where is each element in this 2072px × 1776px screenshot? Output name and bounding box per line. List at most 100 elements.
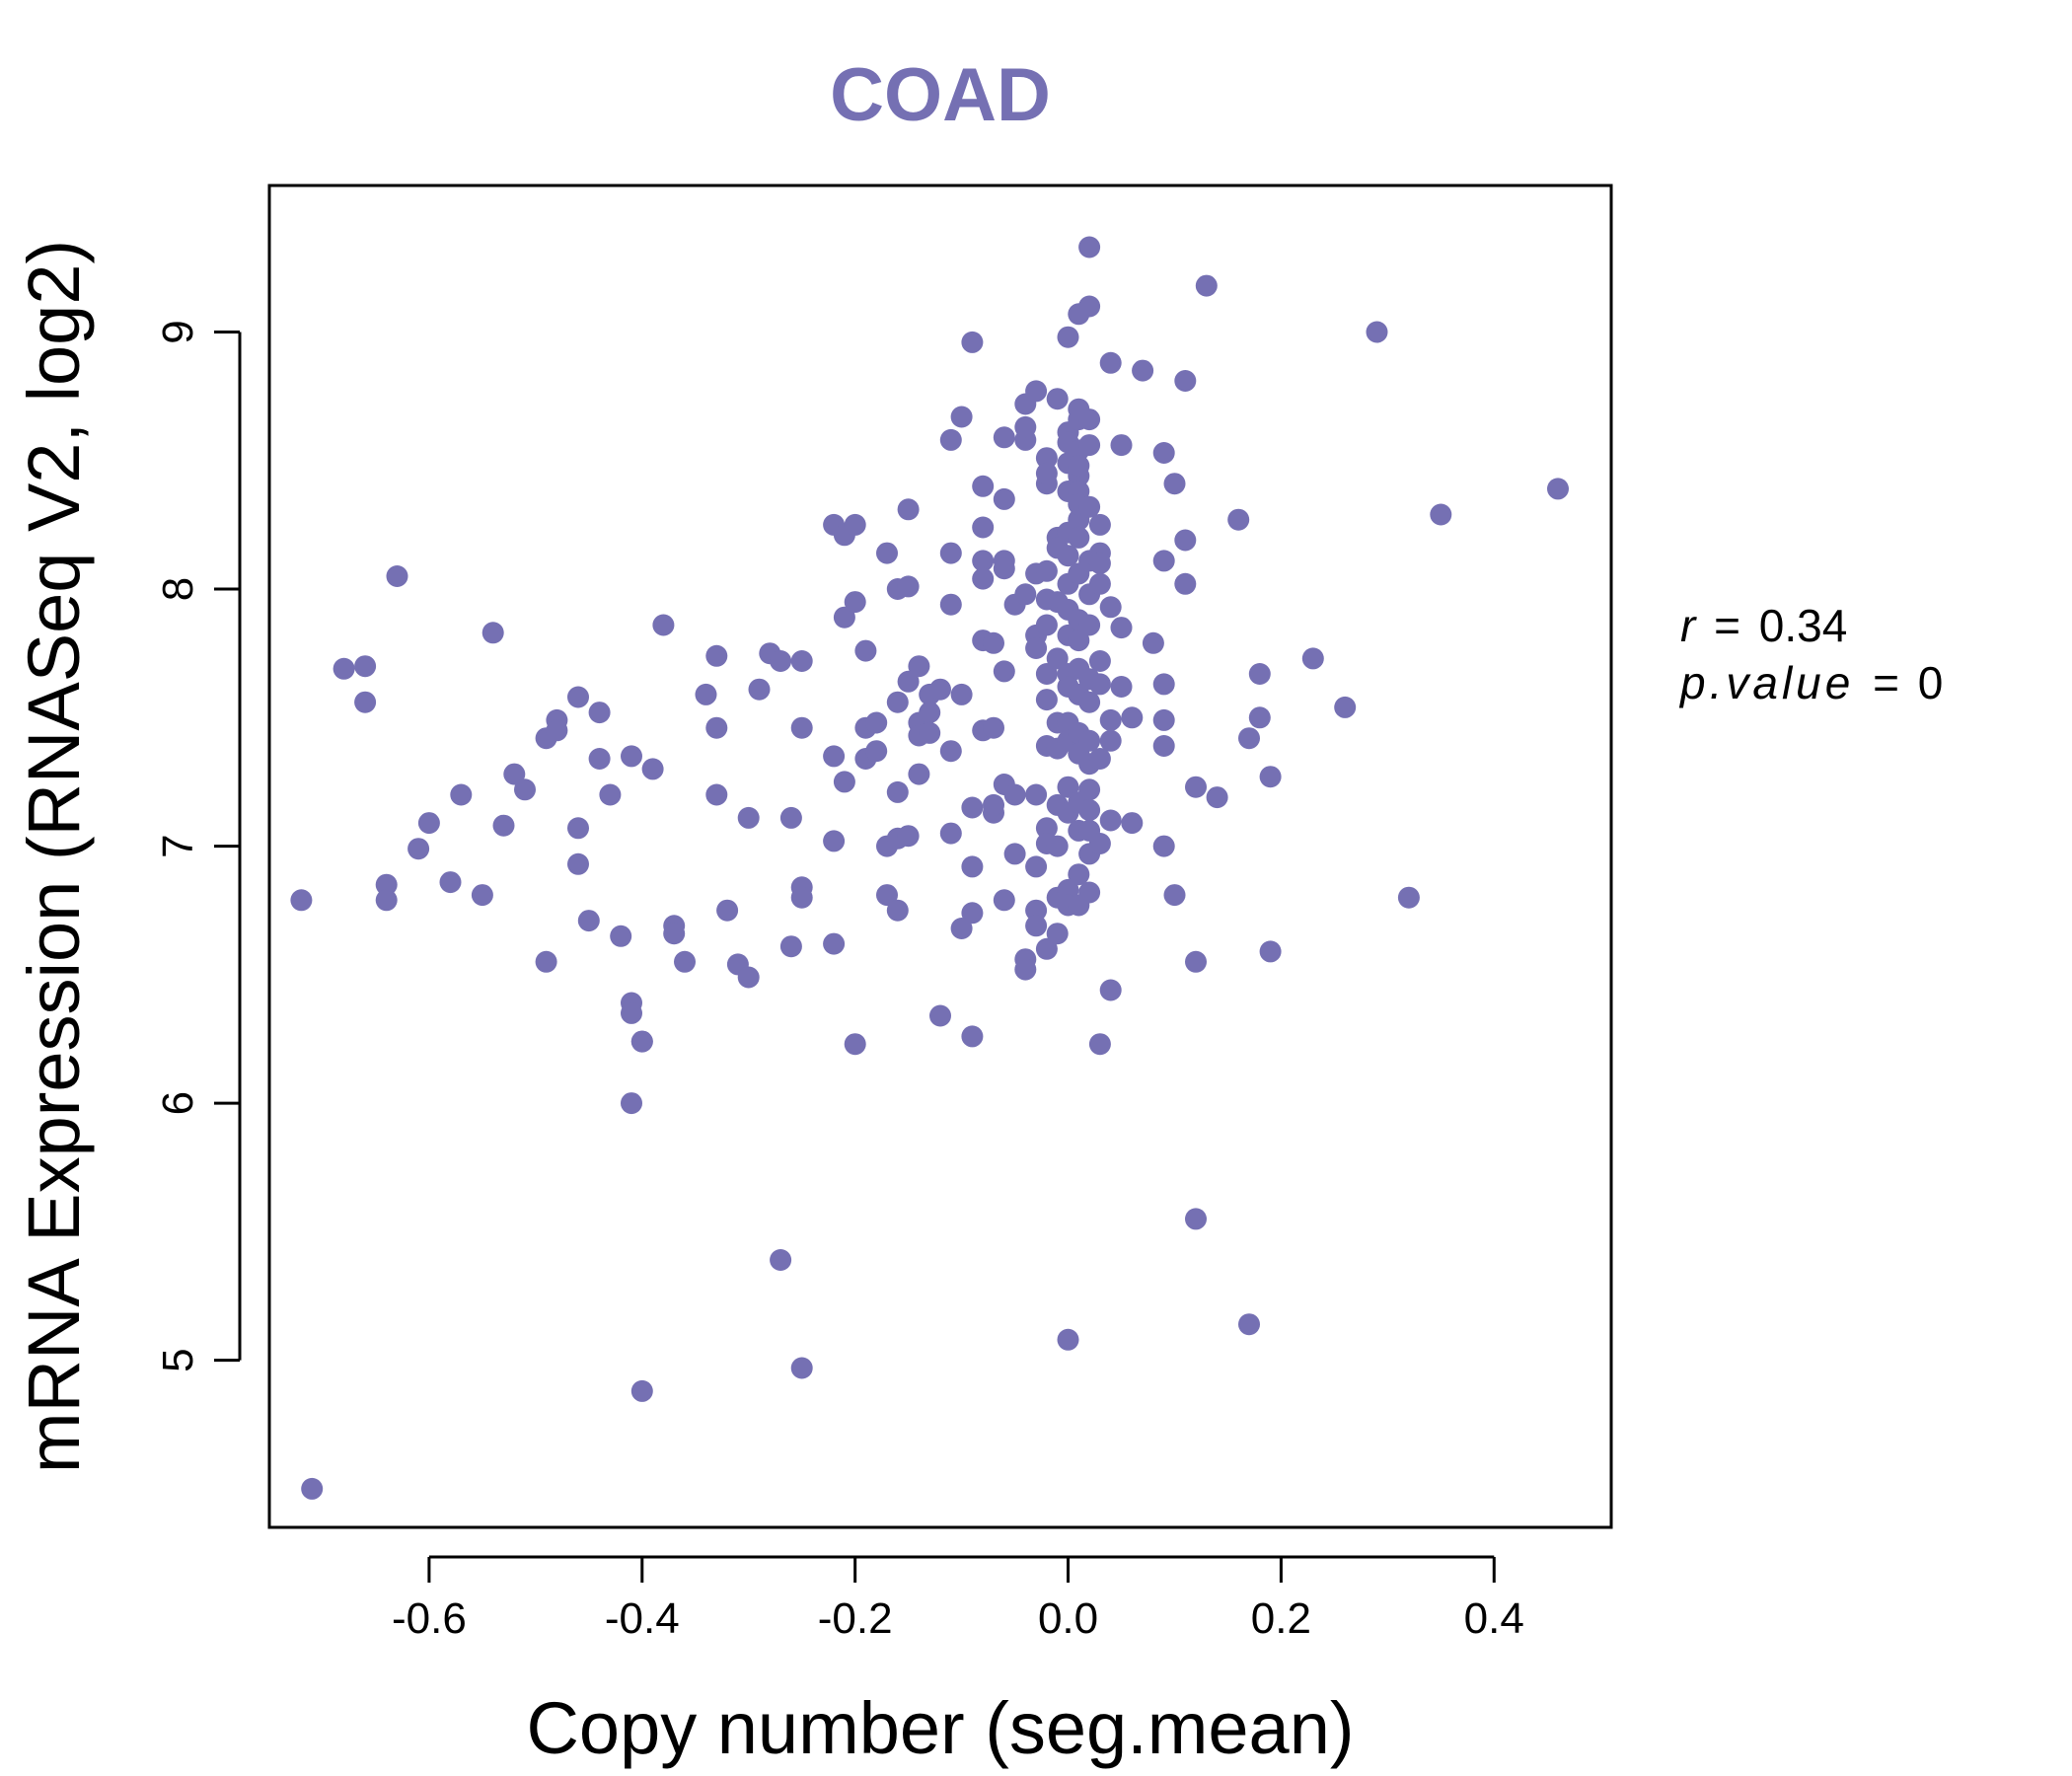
data-point [1248, 663, 1271, 685]
p-equals: = [1873, 657, 1899, 708]
data-point [748, 678, 771, 701]
data-point [939, 593, 962, 616]
data-point [577, 910, 600, 932]
data-point [290, 889, 313, 912]
y-tick-label: 5 [154, 1348, 202, 1371]
data-point [1121, 706, 1144, 729]
data-point [1121, 812, 1144, 835]
data-point [503, 763, 526, 785]
r-statistic: r = 0.34 [1680, 600, 1847, 651]
data-point [823, 830, 846, 852]
data-point [993, 557, 1015, 580]
data-point [972, 550, 995, 572]
data-point [1025, 380, 1048, 403]
data-point [1035, 559, 1058, 582]
data-point [876, 542, 898, 564]
data-point [1142, 631, 1164, 654]
correlation-annotation: r = 0.34 p.value = 0 [1678, 600, 1943, 708]
data-point [1025, 899, 1048, 922]
data-point [939, 542, 962, 564]
y-axis: 5 6 7 8 9 [154, 320, 242, 1372]
data-point [1078, 778, 1101, 801]
data-point [908, 655, 930, 678]
data-point [961, 796, 984, 819]
data-point [779, 806, 802, 829]
data-point [450, 783, 473, 806]
data-point [972, 475, 995, 497]
data-point [972, 567, 995, 590]
data-point [865, 740, 888, 763]
x-tick-label: 0.0 [1038, 1594, 1098, 1643]
data-point [1110, 676, 1133, 698]
data-point [1025, 783, 1048, 806]
data-point [567, 817, 589, 840]
data-point [1046, 923, 1069, 945]
data-point [1152, 735, 1175, 757]
data-point [833, 606, 855, 629]
data-point [897, 498, 920, 521]
data-point [993, 487, 1015, 510]
data-point [983, 631, 1004, 654]
data-point [993, 889, 1015, 912]
data-point [333, 657, 355, 680]
data-point [567, 852, 589, 875]
data-point [1088, 833, 1111, 854]
data-point [1397, 886, 1420, 909]
x-tick-label: -0.4 [605, 1594, 680, 1643]
data-point [823, 932, 846, 955]
data-point [1078, 881, 1101, 904]
data-point [386, 565, 408, 587]
data-point [929, 678, 951, 701]
data-point [1152, 673, 1175, 696]
data-point [1174, 370, 1197, 392]
data-point [908, 763, 930, 785]
data-point [481, 622, 504, 644]
data-point [1078, 408, 1101, 431]
data-point [1088, 650, 1111, 672]
data-point [844, 1033, 866, 1056]
data-point [630, 1030, 653, 1053]
x-axis-title: Copy number (seg.mean) [526, 1687, 1354, 1769]
x-axis: -0.6 -0.4 -0.2 0.0 0.2 0.4 [392, 1555, 1524, 1643]
data-point [790, 1357, 813, 1379]
data-point [1366, 321, 1388, 343]
data-point [588, 748, 611, 770]
data-point [1035, 937, 1058, 960]
data-point [1259, 766, 1282, 788]
data-point [1035, 663, 1058, 685]
data-point [1152, 835, 1175, 857]
data-point [621, 1001, 642, 1024]
data-point [897, 670, 920, 693]
data-point [1185, 1208, 1207, 1230]
data-point [663, 923, 686, 945]
data-point [1057, 545, 1079, 567]
data-point [737, 966, 760, 989]
data-point [1163, 473, 1186, 495]
data-point [674, 950, 696, 973]
y-tick-label: 8 [154, 577, 202, 601]
data-point [1088, 553, 1111, 574]
data-point [1035, 462, 1058, 484]
data-point [919, 702, 941, 724]
x-tick-label: 0.4 [1464, 1594, 1524, 1643]
data-point [993, 660, 1015, 683]
data-point [897, 825, 920, 848]
data-point [1078, 729, 1101, 752]
data-point [1132, 359, 1154, 382]
y-axis-title: mRNA Expression (RNASeq V2, log2) [13, 240, 95, 1473]
x-tick-label: -0.6 [392, 1594, 467, 1643]
data-point [1088, 572, 1111, 595]
p-statistic: p.value = 0 [1678, 657, 1943, 708]
data-point [1163, 884, 1186, 907]
data-point [1259, 940, 1282, 963]
p-label: p.value [1678, 657, 1854, 708]
x-tick-label: -0.2 [818, 1594, 893, 1643]
data-point [514, 778, 536, 801]
data-point [705, 644, 728, 667]
data-point [939, 822, 962, 845]
data-point [983, 716, 1004, 739]
data-point [1088, 1033, 1111, 1056]
data-point [1547, 478, 1569, 500]
data-point [865, 711, 888, 734]
data-point [939, 428, 962, 451]
